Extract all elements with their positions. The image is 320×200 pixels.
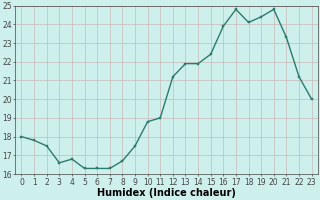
X-axis label: Humidex (Indice chaleur): Humidex (Indice chaleur): [97, 188, 236, 198]
